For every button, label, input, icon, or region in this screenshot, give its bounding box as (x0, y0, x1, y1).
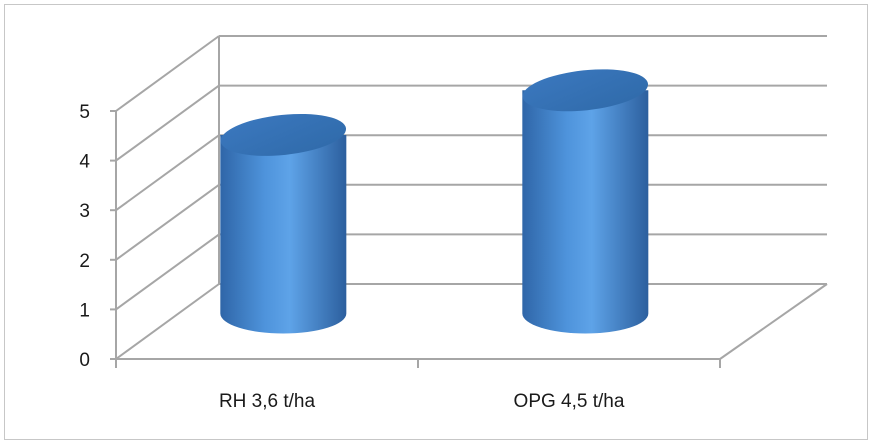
bar-body (522, 90, 649, 334)
gridline-side-5 (115, 35, 220, 112)
gridline-side-2 (115, 183, 220, 261)
gridline-side-4 (115, 84, 220, 162)
gridline-side-0 (115, 283, 220, 360)
gridline-side-1 (115, 233, 220, 311)
y-tick-label: 5 (79, 102, 90, 123)
bars (220, 69, 649, 334)
gridline-side-3 (115, 134, 220, 212)
floor-right-edge (719, 283, 828, 360)
y-tick-label: 3 (79, 201, 90, 222)
bar-top (220, 113, 347, 156)
bar-top (522, 69, 649, 112)
y-tick-label: 2 (79, 251, 90, 272)
bar-1 (522, 69, 649, 334)
chart-frame (4, 4, 868, 440)
labels: 0 1 2 3 4 5 RH 3,6 t/ha OPG 4,5 t/ha (79, 102, 624, 412)
y-tick-label: 0 (79, 350, 90, 371)
axes (110, 36, 828, 368)
x-category-label: OPG 4,5 t/ha (514, 391, 625, 412)
x-category-label: RH 3,6 t/ha (219, 391, 316, 412)
y-tick-label: 4 (79, 152, 90, 173)
bar-body (220, 134, 347, 334)
y-tick-label: 1 (79, 300, 90, 321)
bar-0 (220, 113, 347, 334)
